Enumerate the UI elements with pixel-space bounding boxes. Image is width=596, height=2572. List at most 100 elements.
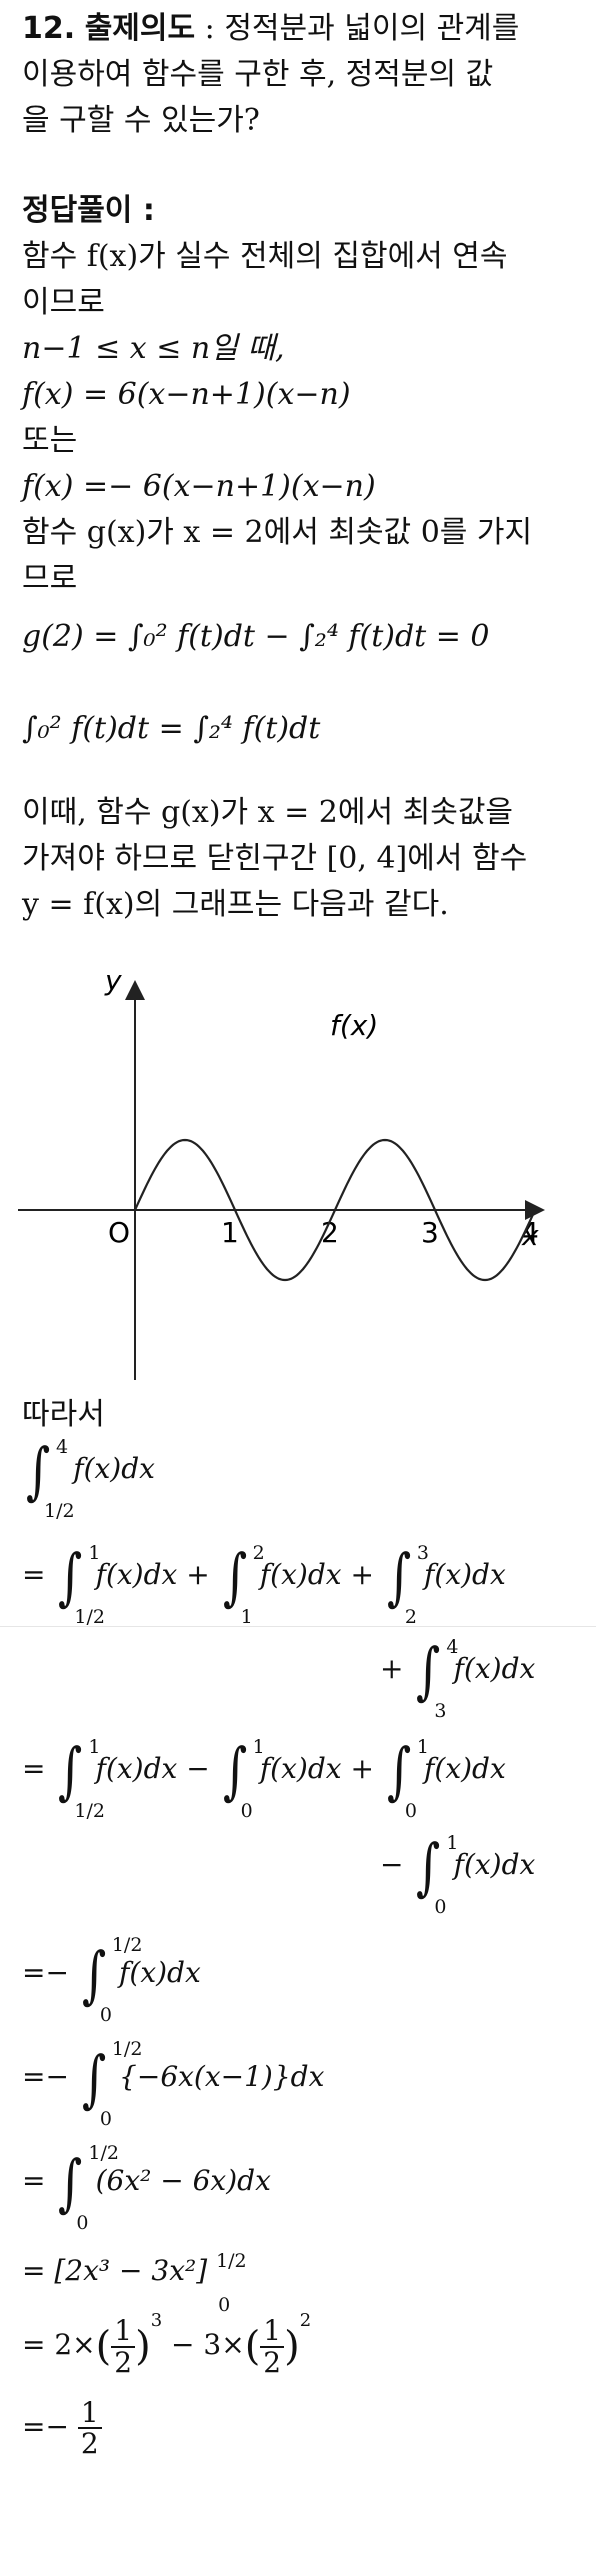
plus-sign: +	[186, 1558, 210, 1591]
upper-limit: 1/2	[111, 2038, 143, 2060]
upper-limit: 3	[416, 1542, 429, 1564]
lower-limit: 3	[434, 1700, 447, 1722]
calc-line-5: =− ∫ 1/2 0 {−6x(x−1)}dx	[22, 2038, 325, 2130]
lower-limit: 0	[76, 2212, 89, 2234]
equals-sign: =−	[22, 2409, 69, 2443]
plus-sign: +	[380, 1652, 404, 1685]
curve-f	[133, 1138, 537, 1282]
antiderivative: [2x³ − 3x²]	[54, 2254, 208, 2287]
upper-limit: 1	[88, 1542, 101, 1564]
plus-sign: +	[350, 1752, 374, 1785]
upper-limit: 1	[416, 1736, 429, 1758]
integrand: f(x)dx	[453, 1652, 536, 1685]
origin-label: O	[108, 1216, 130, 1249]
tick-label-2: 2	[321, 1216, 339, 1249]
calc-line-4: =− ∫ 1/2 0 f(x)dx	[22, 1934, 201, 2026]
tick-labels: 1 2 3 4	[221, 1216, 539, 1249]
intent-title: 출제의도	[84, 11, 196, 46]
lower-limit: 0	[404, 1800, 417, 1822]
equation-3: g(2) = ∫₀² f(t)dt − ∫₂⁴ f(t)dt = 0	[22, 619, 490, 654]
equals-sign: =−	[22, 1956, 69, 1989]
solution-p3-line1: 이때, 함수 g(x)가 x = 2에서 최솟값을	[22, 795, 514, 830]
exponent: 3	[150, 2310, 163, 2331]
lower-limit: 1	[240, 1606, 253, 1628]
tick-label-3: 3	[421, 1216, 439, 1249]
integrand: f(x)dx	[453, 1848, 536, 1881]
integrand: f(x)dx	[95, 1752, 178, 1785]
x-axis-label: x	[521, 1219, 539, 1252]
therefore-text: 따라서	[22, 1397, 105, 1432]
eval-prefix: = 2×	[22, 2328, 96, 2361]
solution-title: 정답풀이 :	[22, 193, 155, 228]
lower-limit: 1/2	[44, 1500, 75, 1522]
integrand: f(x)dx	[424, 1752, 506, 1785]
calc-line-1: ∫ 4 1/2 f(x)dx	[22, 1434, 155, 1522]
equation-2: f(x) =− 6(x−n+1)(x−n)	[22, 469, 376, 504]
intent-line-1: 12. 출제의도 : 정적분과 넓이의 관계를	[22, 6, 519, 52]
upper-limit: 4	[56, 1436, 69, 1458]
calc-line-2: = ∫ 1 1/2 f(x)dx + ∫ 2 1 f(x)dx + ∫ 3 2 …	[22, 1540, 506, 1628]
upper-limit: 1	[446, 1832, 459, 1854]
lower-limit: 0	[218, 2294, 231, 2316]
equals-sign: =	[22, 1752, 46, 1785]
plus-sign: +	[350, 1558, 374, 1591]
equals-sign: =	[22, 2254, 46, 2287]
calc-line-3: = ∫ 1 1/2 f(x)dx − ∫ 1 0 f(x)dx + ∫ 1 0 …	[22, 1734, 506, 1822]
lower-limit: 1/2	[74, 1606, 105, 1628]
upper-limit: 4	[446, 1636, 459, 1658]
equation-4: ∫₀² f(t)dt = ∫₂⁴ f(t)dt	[22, 711, 321, 746]
calc-line-7: = [2x³ − 3x²] 1/2 0	[22, 2250, 256, 2316]
divider	[0, 1626, 596, 1627]
upper-limit: 2	[252, 1542, 265, 1564]
upper-limit: 1/2	[216, 2250, 247, 2272]
problem-number: 12.	[22, 11, 76, 46]
solution-p1-line1: 함수 f(x)가 실수 전체의 집합에서 연속	[22, 239, 508, 274]
integral-sign: ∫	[26, 1434, 51, 1507]
calc-line-2b: + ∫ 4 3 f(x)dx	[380, 1634, 536, 1722]
intent-text: 정적분과 넓이의 관계를	[224, 11, 520, 46]
or-text: 또는	[22, 423, 78, 458]
upper-limit: 1/2	[111, 1934, 143, 1956]
integrand: f(x)dx	[73, 1452, 155, 1485]
integrand: f(x)dx	[424, 1558, 506, 1591]
condition-line: n−1 ≤ x ≤ n일 때,	[22, 331, 285, 366]
calc-line-8: = 2×(1 2)3 − 3×(1 2)2	[22, 2310, 312, 2379]
equals-sign: =	[22, 2164, 46, 2197]
y-axis-label: y	[104, 964, 122, 997]
upper-limit: 1	[252, 1736, 265, 1758]
lower-limit: 0	[240, 1800, 253, 1822]
function-graph: y x O f(x) 1 2 3 4	[18, 964, 545, 1380]
intent-line-3: 을 구할 수 있는가?	[22, 103, 260, 138]
solution-p1-line2: 이므로	[22, 285, 105, 320]
tick-label-1: 1	[221, 1216, 239, 1249]
calc-line-3b: − ∫ 1 0 f(x)dx	[380, 1830, 536, 1918]
solution-p3-line3: y = f(x)의 그래프는 다음과 같다.	[22, 887, 449, 922]
integrand: f(x)dx	[119, 1956, 201, 1989]
calc-line-6: = ∫ 1/2 0 (6x² − 6x)dx	[22, 2142, 271, 2234]
integrand: (6x² − 6x)dx	[95, 2164, 271, 2197]
lower-limit: 0	[434, 1896, 447, 1918]
lower-limit: 0	[99, 2108, 112, 2130]
equals-sign: =	[22, 1558, 46, 1591]
solution-p2-line1: 함수 g(x)가 x = 2에서 최솟값 0를 가지	[22, 515, 533, 550]
solution-p3-line2: 가져야 하므로 닫힌구간 [0, 4]에서 함수	[22, 841, 528, 876]
curve-label: f(x)	[330, 1009, 378, 1042]
upper-limit: 1	[88, 1736, 101, 1758]
upper-limit: 1/2	[88, 2142, 119, 2164]
integrand: f(x)dx	[95, 1558, 178, 1591]
minus-sign: −	[186, 1752, 210, 1785]
intent-separator: :	[204, 11, 215, 46]
eval-mid: − 3×	[171, 2328, 245, 2361]
lower-limit: 0	[99, 2004, 112, 2026]
integrand: f(x)dx	[259, 1752, 342, 1785]
integrand: {−6x(x−1)}dx	[119, 2060, 325, 2093]
equation-1: f(x) = 6(x−n+1)(x−n)	[22, 377, 351, 412]
tick-label-4: 4	[521, 1216, 539, 1249]
equals-sign: =−	[22, 2060, 69, 2093]
solution-p2-line2: 므로	[22, 561, 78, 596]
lower-limit: 2	[404, 1606, 417, 1628]
